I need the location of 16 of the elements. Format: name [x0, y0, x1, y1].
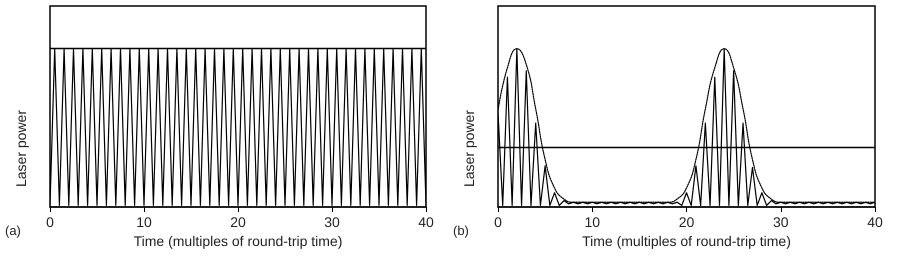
x-tick-label: 30	[324, 214, 340, 230]
text: (b)	[453, 223, 469, 238]
x-tick-label: 20	[678, 214, 694, 230]
x-tick-label: 0	[494, 214, 502, 230]
text: (a)	[5, 223, 21, 238]
x-tick-label: 40	[867, 214, 883, 230]
x-axis-title: Time (multiples of round-trip time)	[582, 232, 791, 249]
x-tick-label: 40	[418, 214, 434, 230]
x-tick-label: 20	[230, 214, 246, 230]
x-tick-label: 10	[136, 214, 152, 230]
x-axis-title: Time (multiples of round-trip time)	[134, 232, 342, 249]
y-axis-title: Laser power	[461, 110, 477, 188]
x-tick-label: 30	[772, 214, 789, 230]
x-tick-label: 10	[584, 214, 600, 230]
x-tick-label: 0	[46, 214, 54, 230]
y-axis-title: Laser power	[13, 110, 29, 188]
